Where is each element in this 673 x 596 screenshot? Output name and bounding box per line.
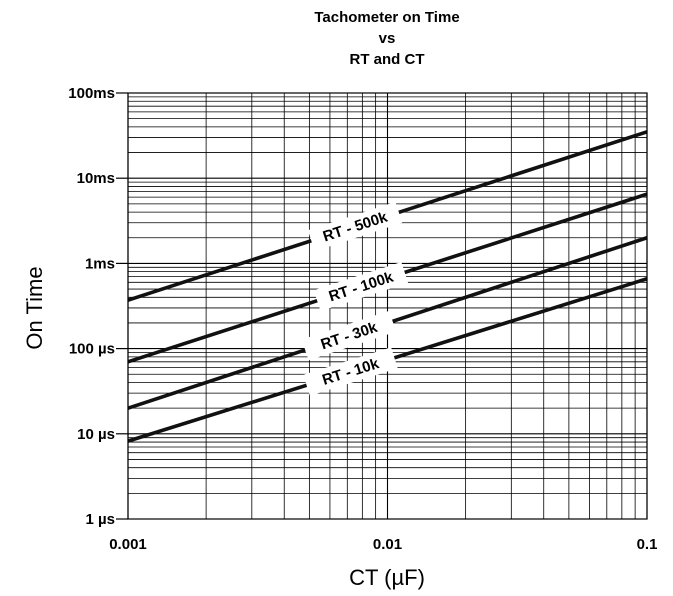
series-label-group: RT - 100k: [313, 261, 409, 312]
y-tick-label: 100 µs: [69, 341, 115, 358]
series-label: RT - 500k: [321, 208, 390, 245]
series-label-background: [301, 310, 397, 361]
axes: 0.001 0.01 0.1 100ms 10ms 1ms 100 µs 10 µs 1 µs: [68, 85, 657, 553]
series-label-background: [313, 261, 409, 312]
series-label-background: [307, 201, 403, 252]
x-tick-label: 0.1: [637, 536, 658, 553]
x-tick-label: 0.01: [373, 536, 402, 553]
y-tick-label: 1 µs: [86, 511, 116, 528]
series-label: RT - 100k: [327, 268, 396, 305]
y-tick-label: 100ms: [68, 85, 115, 102]
chart-title-line-3: RT and CT: [350, 51, 425, 68]
series-label-group: RT - 500k: [307, 201, 403, 252]
y-tick-label: 10ms: [77, 170, 115, 187]
y-tick-label: 10 µs: [77, 426, 115, 443]
plot-frame: [127, 92, 648, 520]
chart-title: Tachometer on Time vs RT and CT: [314, 9, 459, 68]
y-axis-label: On Time: [22, 266, 47, 349]
chart-title-line-1: Tachometer on Time: [314, 9, 459, 26]
x-tick-label: 0.001: [109, 536, 147, 553]
x-axis-label: CT (µF): [349, 565, 425, 590]
chart-title-line-2: vs: [379, 30, 396, 47]
series-label-background: [303, 347, 398, 396]
grid: [127, 92, 648, 520]
y-tick-label: 1ms: [85, 255, 115, 272]
